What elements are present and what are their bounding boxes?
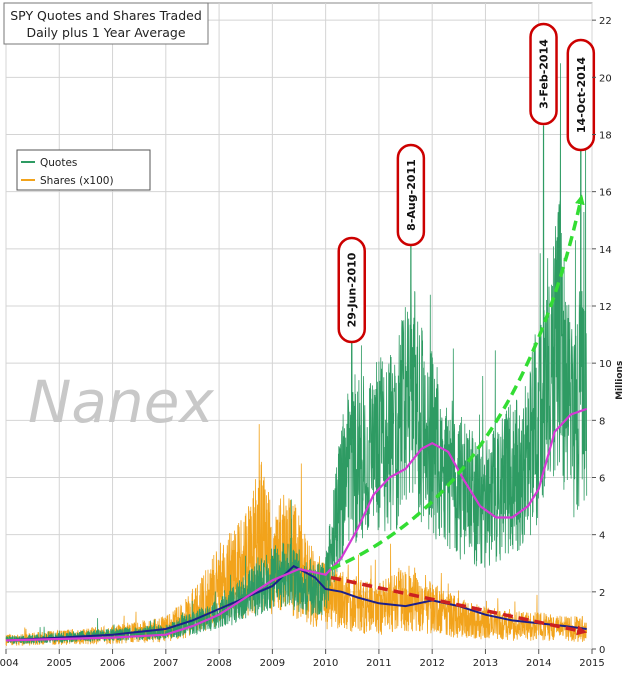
y-tick-label: 22: [599, 16, 612, 27]
quotes-trend-arrow: [330, 194, 585, 571]
legend-label-shares: Shares (x100): [40, 175, 114, 187]
y-axis-label: Millions: [615, 361, 625, 400]
series-quotes-average: [5, 407, 588, 642]
date-callout: 8-Aug-2011: [396, 143, 426, 247]
x-tick-label: 2008: [206, 658, 231, 669]
x-tick-label: 2011: [366, 658, 391, 669]
y-tick-label: 6: [599, 473, 605, 484]
x-tick-label: 2005: [47, 658, 72, 669]
x-tick-label: 2013: [473, 658, 498, 669]
date-callout: 3-Feb-2014: [529, 22, 558, 126]
callout-label: 14-Oct-2014: [575, 57, 588, 134]
legend-box: [16, 149, 151, 191]
date-callout: 29-Jun-2010: [337, 236, 366, 344]
title-box: [3, 2, 209, 45]
x-tick-label: 2012: [419, 658, 444, 669]
y-tick-label: 12: [599, 302, 612, 313]
date-callouts: 29-Jun-2010 8-Aug-2011 3-Feb-2014 14-Oct-20…: [337, 22, 596, 344]
axes: 2004200520062007200820092010201120122013…: [0, 16, 625, 669]
watermark: Nanex: [28, 368, 214, 436]
title-line-1: SPY Quotes and Shares Traded: [10, 8, 202, 23]
y-tick-label: 20: [599, 73, 612, 84]
callout-label: 8-Aug-2011: [405, 159, 418, 231]
legend-label-quotes: Quotes: [40, 157, 77, 169]
callout-pill: [396, 143, 426, 247]
x-tick-label: 2015: [579, 658, 604, 669]
title-line-2: Daily plus 1 Year Average: [26, 25, 185, 40]
callout-label: 29-Jun-2010: [346, 252, 359, 327]
callout-pill: [566, 38, 596, 152]
legend: Quotes Shares (x100): [16, 149, 151, 191]
average-layer: [5, 407, 588, 642]
series-quotes-daily: [5, 63, 588, 644]
y-tick-label: 0: [599, 645, 605, 656]
callout-label: 3-Feb-2014: [538, 39, 551, 109]
date-callout: 14-Oct-2014: [566, 38, 596, 152]
x-tick-label: 2004: [0, 658, 19, 669]
x-tick-label: 2009: [260, 658, 285, 669]
x-tick-label: 2007: [153, 658, 178, 669]
y-tick-label: 10: [599, 359, 612, 370]
series-shares-average: [5, 564, 587, 642]
callout-pill: [529, 22, 558, 126]
x-tick-label: 2006: [100, 658, 125, 669]
y-tick-label: 18: [599, 130, 612, 141]
x-tick-label: 2014: [526, 658, 551, 669]
callout-pill: [337, 236, 366, 344]
x-tick-label: 2010: [313, 658, 338, 669]
y-tick-label: 2: [599, 588, 605, 599]
y-tick-label: 8: [599, 416, 605, 427]
y-tick-label: 14: [599, 245, 612, 256]
shares-trend-arrow: [330, 575, 587, 636]
y-tick-label: 4: [599, 531, 605, 542]
y-tick-label: 16: [599, 188, 612, 199]
chart-title: SPY Quotes and Shares Traded Daily plus …: [3, 2, 209, 45]
trend-arrows: [330, 194, 587, 636]
